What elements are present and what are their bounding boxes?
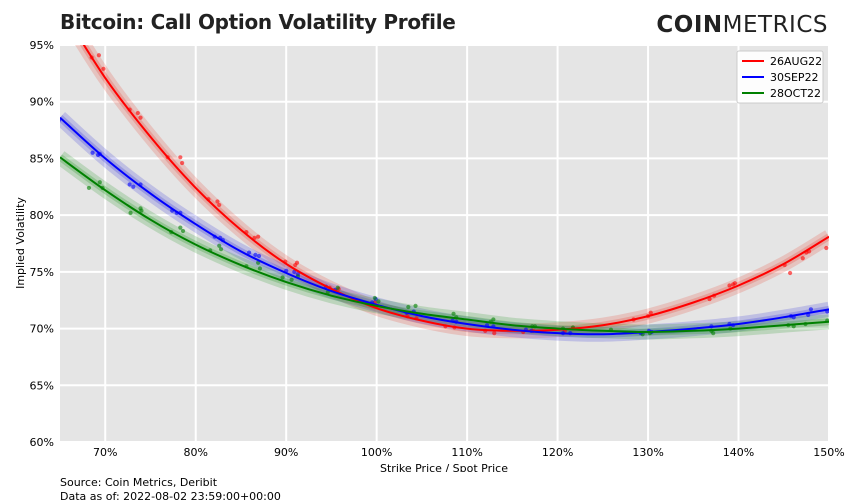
data-point <box>257 266 263 271</box>
data-point <box>138 115 143 120</box>
data-point <box>128 210 133 215</box>
data-point <box>406 304 411 310</box>
data-point <box>491 317 496 322</box>
data-point <box>492 331 497 336</box>
y-tick-label: 60% <box>30 436 54 449</box>
data-point <box>732 281 738 286</box>
data-point <box>335 285 340 290</box>
data-point <box>86 185 92 191</box>
data-point <box>180 228 186 234</box>
data-point <box>289 277 294 282</box>
data-point <box>256 234 261 239</box>
y-tick-label: 95% <box>30 39 54 52</box>
data-point <box>451 311 456 316</box>
data-point <box>101 66 106 71</box>
y-tick-label: 75% <box>30 266 54 279</box>
x-tick-label: 90% <box>274 446 298 459</box>
y-tick-label: 90% <box>30 96 54 109</box>
coinmetrics-logo: COINMETRICS <box>656 12 828 38</box>
y-tick-label: 70% <box>30 323 54 336</box>
x-tick-label: 110% <box>451 446 482 459</box>
legend-label: 28OCT22 <box>770 87 821 100</box>
x-tick-label: 120% <box>542 446 573 459</box>
data-point <box>178 225 183 230</box>
chart-title: Bitcoin: Call Option Volatility Profile <box>60 10 456 34</box>
volatility-chart: 70% 80% 90% 100% 110% 120% 130% 140% 150% 60% 65% 7… <box>14 39 845 472</box>
data-point <box>96 53 102 58</box>
data-point <box>246 250 252 255</box>
plot-background <box>60 45 829 442</box>
data-point <box>178 155 183 160</box>
fit-line <box>60 116 829 336</box>
fit-lines <box>60 45 829 336</box>
data-point <box>727 283 732 288</box>
data-point <box>215 199 220 204</box>
data-point <box>253 252 258 257</box>
data-point <box>217 243 222 248</box>
data-asof-note: Data as of: 2022-08-02 23:59:00+00:00 <box>60 490 281 503</box>
x-tick-label: 150% <box>813 446 844 459</box>
data-point <box>292 269 297 274</box>
data-point <box>180 160 185 166</box>
y-tick-label: 85% <box>30 152 54 165</box>
data-point <box>294 260 300 265</box>
data-point <box>711 331 716 336</box>
logo-light-text: METRICS <box>722 12 828 38</box>
data-point <box>252 235 257 240</box>
data-point <box>800 256 805 261</box>
x-tick-label: 80% <box>183 446 207 459</box>
axis-ticks: 70% 80% 90% 100% 110% 120% 130% 140% 150% 60% 65% 7… <box>30 39 845 459</box>
legend-label: 30SEP22 <box>770 71 819 84</box>
data-point <box>824 245 829 251</box>
data-point <box>217 202 222 208</box>
fit-line <box>82 45 829 332</box>
data-point <box>90 150 95 155</box>
logo-bold-text: COIN <box>656 12 723 38</box>
data-point <box>808 307 814 312</box>
x-tick-label: 140% <box>723 446 754 459</box>
data-point <box>787 270 793 276</box>
legend-box <box>736 50 824 104</box>
data-point <box>280 275 285 280</box>
data-point <box>372 295 377 301</box>
data-point <box>127 182 132 187</box>
y-tick-label: 65% <box>30 379 54 392</box>
legend: 26AUG22 30SEP22 28OCT22 <box>736 50 824 104</box>
data-point <box>256 253 262 259</box>
data-point <box>376 299 381 304</box>
data-point <box>97 180 102 185</box>
data-point <box>413 303 418 308</box>
x-tick-label: 130% <box>632 446 663 459</box>
x-tick-label: 100% <box>361 446 392 459</box>
data-point <box>218 247 224 252</box>
data-point <box>135 110 140 116</box>
data-point <box>139 208 144 213</box>
fit-line <box>60 156 829 334</box>
source-note: Source: Coin Metrics, Deribit <box>60 476 218 489</box>
grid-lines <box>60 44 830 443</box>
x-tick-label: 70% <box>93 446 117 459</box>
legend-label: 26AUG22 <box>770 55 822 68</box>
x-axis-label: Strike Price / Spot Price <box>380 462 508 472</box>
y-tick-label: 80% <box>30 209 54 222</box>
data-point <box>131 184 136 189</box>
data-point <box>648 310 653 315</box>
y-axis-label: Implied Volatility <box>14 197 27 289</box>
